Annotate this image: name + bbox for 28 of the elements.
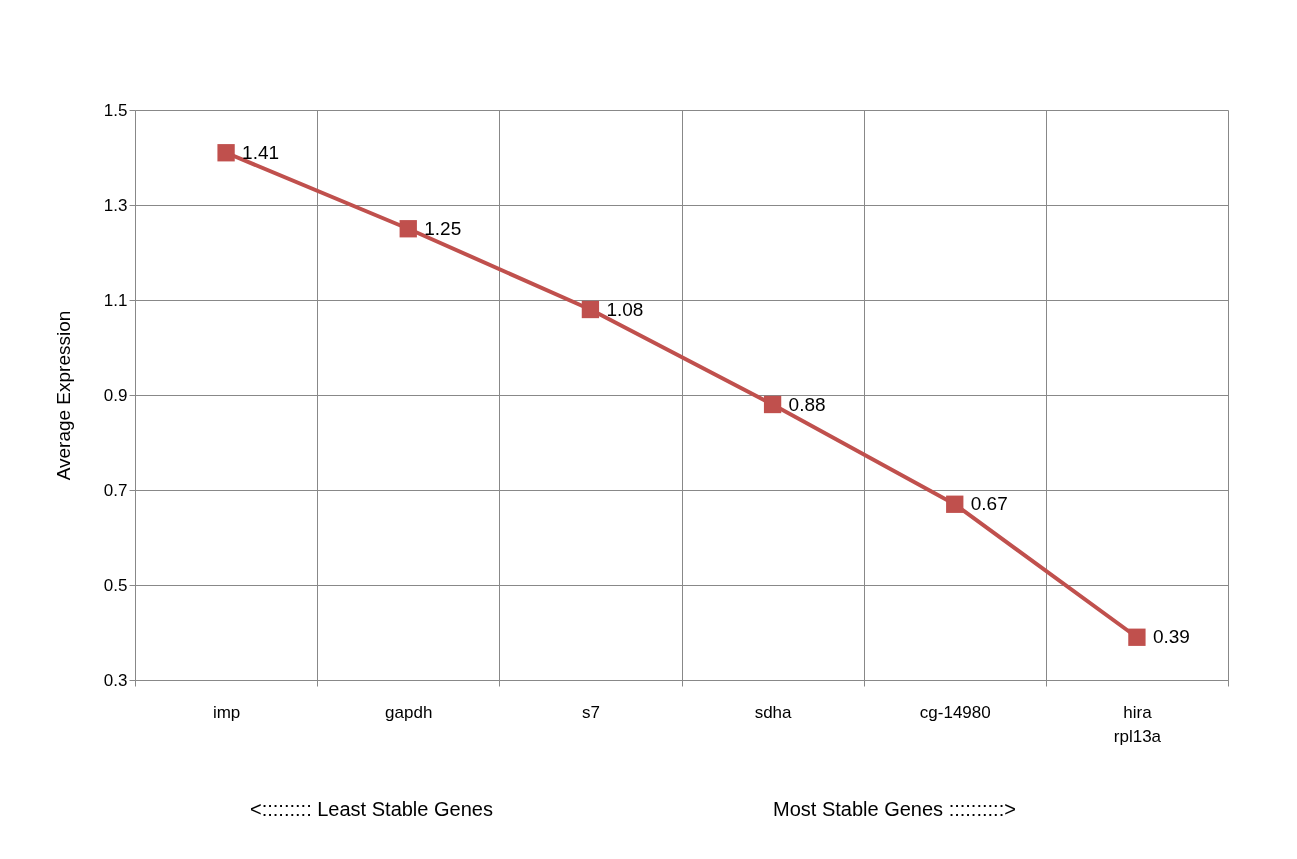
y-tick-label: 1.3 xyxy=(103,195,128,215)
x-tick-label: imp xyxy=(212,702,241,722)
y-tick-label: 0.9 xyxy=(103,385,128,405)
text: <::::::::: Least Stable Genes xyxy=(250,798,493,821)
data-label: 1.08 xyxy=(606,298,644,320)
data-label: 0.39 xyxy=(1152,626,1190,648)
point xyxy=(399,220,417,238)
x-tick-label: hira rpl13a xyxy=(1113,702,1162,746)
x-tick-label: s7 xyxy=(581,702,600,722)
data-label: 0.67 xyxy=(970,493,1008,515)
data-label: 0.88 xyxy=(788,393,826,415)
y-tick-label: 0.5 xyxy=(103,575,128,595)
point xyxy=(1128,628,1146,646)
y-axis-title: Average Expression xyxy=(52,310,74,481)
y-tick-label: 1.1 xyxy=(103,290,128,310)
data-label: 1.41 xyxy=(242,141,280,163)
point xyxy=(581,300,600,319)
point xyxy=(763,395,782,414)
point xyxy=(946,495,964,513)
y-tick-label: 0.3 xyxy=(103,670,128,690)
text: Most Stable Genes ::::::::::> xyxy=(773,798,1016,821)
y-tick-label: 1.5 xyxy=(103,100,128,120)
point xyxy=(217,144,235,162)
x-tick-label: cg-14980 xyxy=(919,702,991,722)
x-tick-label: sdha xyxy=(754,702,793,722)
x-tick-label: gapdh xyxy=(385,702,433,722)
data-label: 1.25 xyxy=(424,217,462,239)
y-tick-label: 0.7 xyxy=(103,480,128,500)
